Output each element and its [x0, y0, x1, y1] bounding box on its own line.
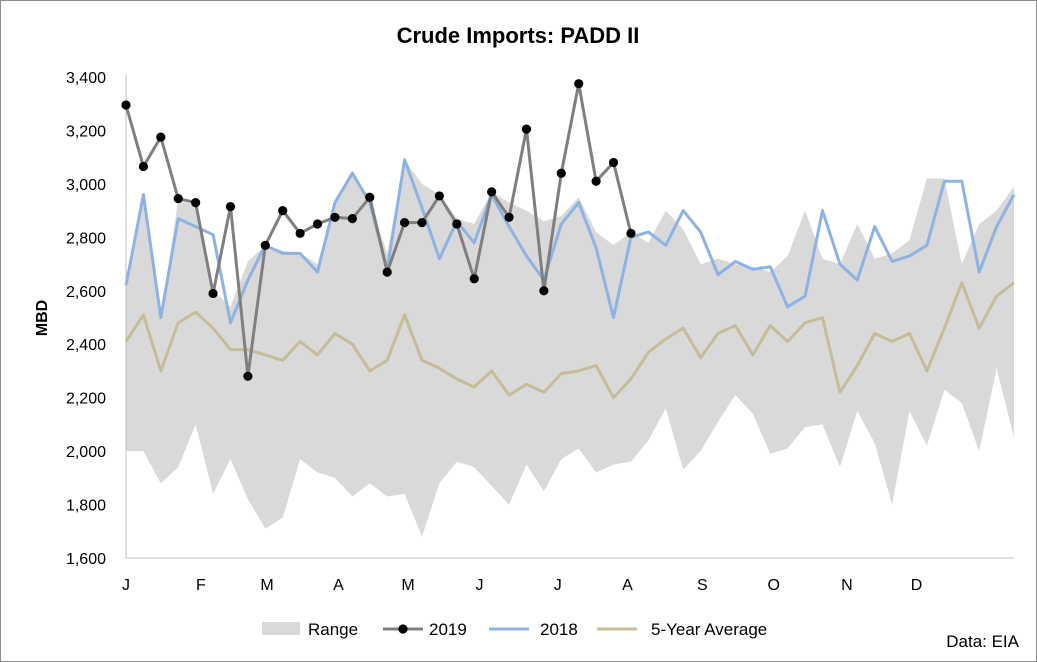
y-tick-label: 2,600 — [66, 284, 106, 301]
data-point-2019 — [191, 197, 201, 208]
chart-title: Crude Imports: PADD II — [397, 23, 640, 48]
x-tick-label: J — [122, 577, 130, 594]
data-point-2019 — [556, 168, 566, 178]
data-point-2019 — [382, 267, 392, 277]
data-point-2019 — [225, 202, 236, 212]
x-tick-label: N — [841, 577, 853, 594]
plot-area: 1,600 1,800 2,000 2,200 2,400 2,600 2,800 3,000… — [66, 70, 1016, 594]
x-tick-label: M — [260, 577, 273, 594]
legend-label: 2018 — [540, 620, 578, 639]
legend-label: 5-Year Average — [651, 620, 767, 639]
x-tick-label: O — [767, 577, 779, 594]
data-point-2019 — [469, 274, 479, 284]
x-tick-label: J — [475, 577, 483, 594]
y-tick-label: 1,800 — [66, 498, 106, 515]
data-point-2019 — [208, 288, 218, 299]
y-tick-label: 2,000 — [66, 444, 106, 461]
data-point-2019 — [312, 219, 323, 229]
y-tick-label: 2,400 — [66, 337, 106, 354]
data-point-2019 — [243, 371, 253, 381]
data-point-2019 — [626, 228, 636, 238]
data-point-2019 — [417, 218, 427, 228]
x-tick-label: F — [196, 577, 206, 594]
x-tick-label: J — [554, 577, 562, 594]
data-point-2019 — [347, 214, 357, 224]
data-point-2019 — [399, 218, 410, 228]
data-point-2019 — [278, 206, 288, 216]
y-tick-label: 2,200 — [66, 391, 106, 408]
series-line-2018 — [124, 158, 1016, 325]
data-point-2019 — [504, 212, 514, 222]
y-tick-label: 3,200 — [66, 123, 106, 140]
x-tick-label: D — [911, 577, 923, 594]
series-line-2019 — [124, 82, 633, 378]
data-point-2019 — [434, 191, 445, 201]
x-tick-label: M — [401, 577, 414, 594]
series-line-5-year-average — [124, 281, 1015, 400]
data-point-2019 — [156, 132, 166, 142]
data-point-2019 — [330, 212, 340, 222]
data-point-2019 — [452, 219, 462, 229]
data-point-2019 — [574, 79, 584, 89]
data-point-2019 — [608, 157, 619, 168]
data-point-2019 — [521, 124, 532, 134]
data-point-2019 — [260, 240, 270, 250]
range-band — [126, 159, 1014, 537]
data-point-2019 — [591, 176, 601, 186]
legend-label: 2019 — [429, 620, 467, 639]
y-tick-label: 1,600 — [66, 551, 106, 568]
y-axis-label: MBD — [34, 300, 51, 336]
data-point-2019 — [138, 161, 149, 172]
data-point-2019 — [539, 286, 549, 296]
data-point-2019 — [295, 228, 305, 238]
source-note: Data: EIA — [946, 632, 1019, 651]
legend-swatch-range — [262, 622, 300, 635]
x-tick-label: A — [333, 577, 344, 594]
data-point-2019 — [487, 187, 497, 197]
data-point-2019 — [121, 100, 131, 110]
legend: Range 2019 2018 5-Year Average — [262, 620, 767, 639]
x-tick-label: S — [697, 577, 708, 594]
legend-marker — [398, 624, 408, 634]
data-point-2019 — [173, 193, 183, 204]
y-tick-label: 3,000 — [66, 177, 106, 194]
y-tick-label: 2,800 — [66, 230, 106, 247]
data-point-2019 — [365, 192, 375, 202]
y-tick-label: 3,400 — [66, 70, 106, 87]
x-tick-label: A — [622, 577, 633, 594]
legend-label: Range — [308, 620, 358, 639]
